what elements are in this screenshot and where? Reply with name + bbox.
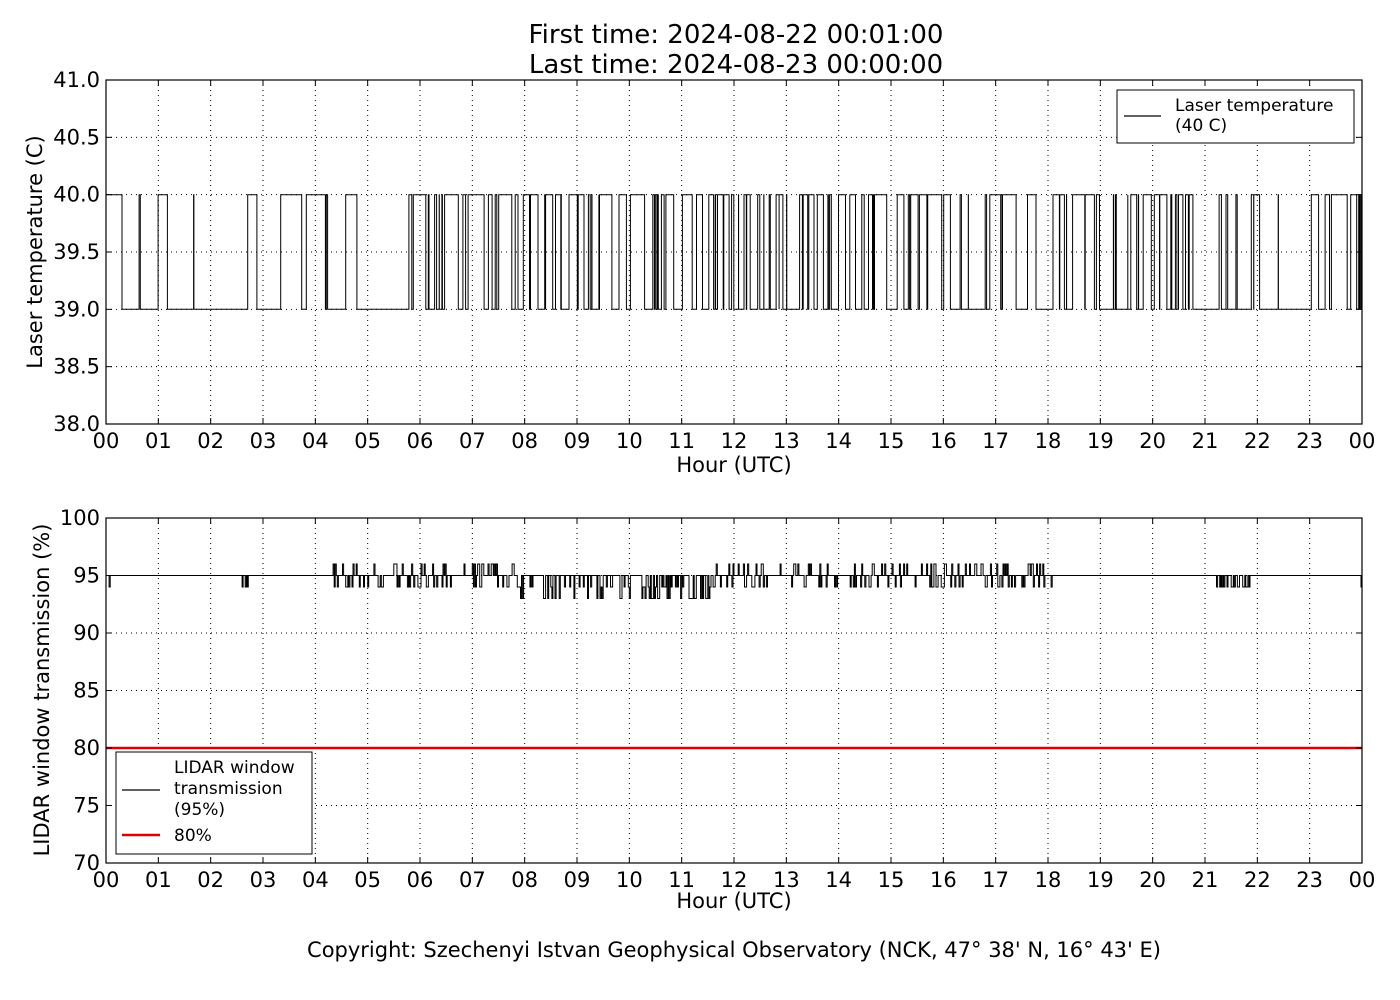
x-tick-label: 03 [250, 429, 277, 453]
y-tick-label: 41.0 [53, 68, 100, 92]
y-tick-label: 75 [73, 794, 100, 818]
axis-ticks [105, 79, 1363, 425]
y-tick-label: 40.0 [53, 183, 100, 207]
x-tick-label: 20 [1139, 429, 1166, 453]
x-tick-label: 16 [930, 429, 957, 453]
x-tick-label: 22 [1244, 429, 1271, 453]
x-tick-label: 00 [93, 868, 120, 892]
legend-entry-transmission-line2: transmission [174, 779, 283, 799]
x-tick-label: 19 [1087, 429, 1114, 453]
y-tick-label: 85 [73, 679, 100, 703]
transmission-line [106, 563, 1363, 599]
y-tick-label: 80 [73, 736, 100, 760]
x-tick-label: 18 [1035, 429, 1062, 453]
x-tick-label: 14 [825, 429, 852, 453]
y-tick-label: 39.0 [53, 297, 100, 321]
x-tick-label: 17 [982, 429, 1009, 453]
x-tick-label: 15 [878, 868, 905, 892]
x-axis-label: Hour (UTC) [676, 889, 791, 913]
lidar-transmission-plot: 00 01 02 03 04 05 06 07 08 09 10 11 12 13 14 15 16 17 18 19… [30, 506, 1375, 913]
x-tick-label: 17 [982, 868, 1009, 892]
x-tick-label: 21 [1192, 868, 1219, 892]
x-tick-label: 19 [1087, 868, 1114, 892]
x-axis-label: Hour (UTC) [676, 453, 791, 477]
y-tick-label: 38.0 [53, 412, 100, 436]
x-tick-label: 03 [250, 868, 277, 892]
x-tick-label: 23 [1296, 868, 1323, 892]
y-tick-label: 39.5 [53, 240, 100, 264]
laser-temperature-line [106, 194, 1362, 310]
x-tick-label: 06 [407, 868, 434, 892]
x-tick-label: 15 [878, 429, 905, 453]
y-tick-labels: 38.0 38.5 39.0 39.5 40.0 40.5 41.0 [53, 68, 100, 436]
x-tick-label: 08 [511, 868, 538, 892]
lidar-transmission-series [106, 563, 1363, 750]
legend-entry-threshold: 80% [174, 826, 212, 846]
x-tick-labels: 00 01 02 03 04 05 06 07 08 09 10 11 12 13 14 15 16 17 18 19… [93, 868, 1376, 892]
x-tick-label: 21 [1192, 429, 1219, 453]
legend-entry-line1: Laser temperature [1175, 96, 1333, 116]
x-tick-label: 10 [616, 429, 643, 453]
x-tick-label: 09 [564, 868, 591, 892]
x-tick-label: 16 [930, 868, 957, 892]
x-tick-label: 04 [302, 429, 329, 453]
x-tick-label: 23 [1296, 429, 1323, 453]
axis-ticks [105, 517, 1363, 864]
y-tick-label: 95 [73, 564, 100, 588]
y-tick-label: 70 [73, 851, 100, 875]
x-tick-label: 14 [825, 868, 852, 892]
legend: LIDAR window transmission (95%) 80% [115, 751, 313, 855]
y-tick-label: 100 [60, 506, 100, 530]
x-tick-label: 12 [721, 429, 748, 453]
y-axis-label: Laser temperature (C) [23, 135, 47, 368]
y-tick-labels: 70 75 80 85 90 95 100 [60, 506, 100, 875]
legend-entry-line2: (40 C) [1175, 116, 1227, 136]
x-tick-label: 12 [721, 868, 748, 892]
x-tick-label: 18 [1035, 868, 1062, 892]
x-tick-label: 07 [459, 868, 486, 892]
x-tick-label: 11 [668, 868, 695, 892]
x-tick-label: 13 [773, 429, 800, 453]
chart-title-line1: First time: 2024-08-22 00:01:00 [529, 20, 944, 50]
x-tick-label: 05 [354, 429, 381, 453]
x-tick-label: 05 [354, 868, 381, 892]
legend: Laser temperature (40 C) [1116, 89, 1355, 144]
y-tick-label: 40.5 [53, 125, 100, 149]
x-tick-label: 01 [145, 429, 172, 453]
y-tick-label: 90 [73, 621, 100, 645]
x-tick-label: 22 [1244, 868, 1271, 892]
legend-entry-transmission-line1: LIDAR window [174, 758, 295, 778]
y-axis-label: LIDAR window transmission (%) [30, 524, 54, 857]
x-tick-labels: 00 01 02 03 04 05 06 07 08 09 10 11 12 13 14 15 16 17 18 19… [93, 429, 1376, 453]
laser-temperature-plot: 00 01 02 03 04 05 06 07 08 09 10 11 12 13 14 15 16 17 18 19… [23, 68, 1375, 477]
y-tick-label: 38.5 [53, 355, 100, 379]
x-tick-label: 00 [1349, 868, 1376, 892]
x-tick-label: 00 [93, 429, 120, 453]
chart-title-line2: Last time: 2024-08-23 00:00:00 [529, 50, 943, 80]
x-tick-label: 11 [668, 429, 695, 453]
x-tick-label: 00 [1349, 429, 1376, 453]
legend-box [115, 751, 313, 855]
x-tick-label: 07 [459, 429, 486, 453]
x-tick-label: 13 [773, 868, 800, 892]
laser-temperature-series [106, 194, 1362, 310]
x-tick-label: 10 [616, 868, 643, 892]
legend-entry-transmission-line3: (95%) [174, 800, 225, 820]
x-tick-label: 20 [1139, 868, 1166, 892]
x-tick-label: 04 [302, 868, 329, 892]
copyright-text: Copyright: Szechenyi Istvan Geophysical … [307, 938, 1161, 962]
x-tick-label: 01 [145, 868, 172, 892]
x-tick-label: 06 [407, 429, 434, 453]
x-tick-label: 09 [564, 429, 591, 453]
x-tick-label: 02 [197, 429, 224, 453]
x-tick-label: 08 [511, 429, 538, 453]
x-tick-label: 02 [197, 868, 224, 892]
